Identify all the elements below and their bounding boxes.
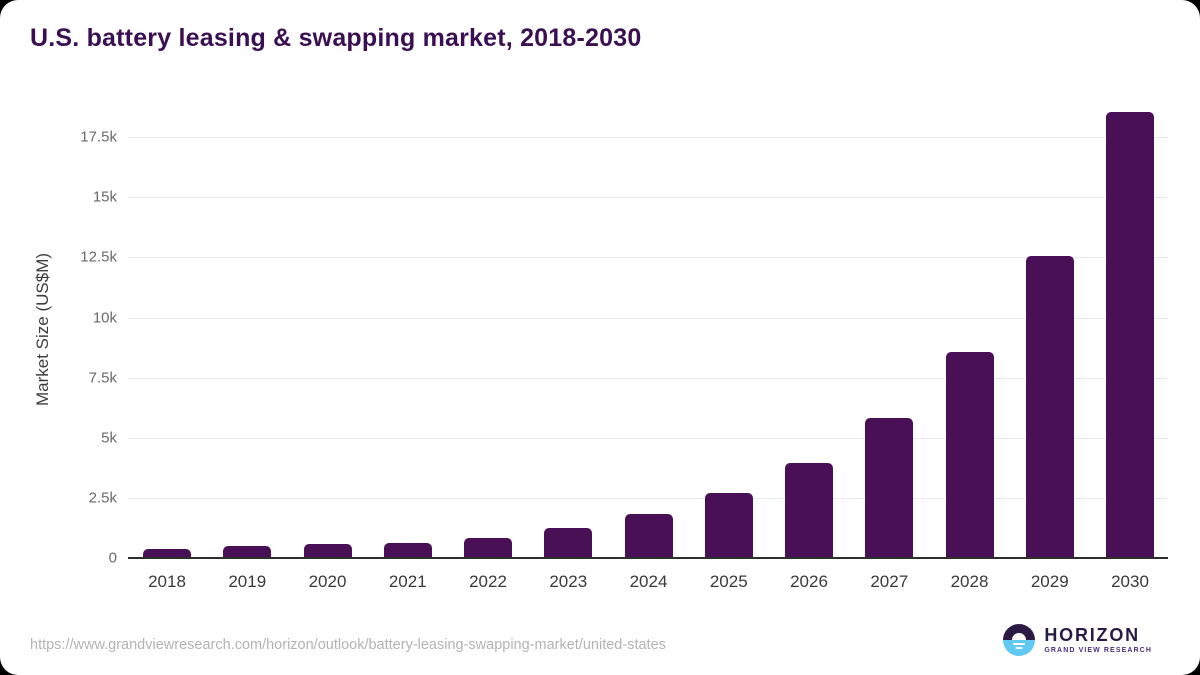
bar-2028 bbox=[945, 352, 994, 558]
horizon-logo: HORIZON GRAND VIEW RESEARCH bbox=[1003, 624, 1152, 656]
bar-2018 bbox=[143, 549, 191, 558]
bar-2026 bbox=[785, 462, 833, 558]
gridline-5k bbox=[128, 437, 1168, 439]
x-tick-label-2024: 2024 bbox=[629, 572, 668, 591]
logo-text: HORIZON GRAND VIEW RESEARCH bbox=[1044, 626, 1152, 654]
x-tick-label-2021: 2021 bbox=[388, 572, 427, 591]
horizon-reflection-line bbox=[1015, 646, 1023, 649]
bar-2025 bbox=[704, 493, 753, 558]
x-tick-label-2019: 2019 bbox=[228, 572, 267, 591]
y-axis-labels: 0 2.5k 5k 7.5k 10k 12.5k 15k 17.5k bbox=[0, 100, 117, 567]
logo-tagline: GRAND VIEW RESEARCH bbox=[1044, 647, 1152, 654]
y-tick-label-12.5k: 12.5k bbox=[80, 248, 117, 266]
y-tick-label-2.5k: 2.5k bbox=[88, 489, 117, 507]
bar-2029 bbox=[1025, 256, 1074, 558]
gridline-2.5k bbox=[128, 497, 1168, 499]
y-tick-label-0: 0 bbox=[108, 549, 117, 567]
x-tick-label-2018: 2018 bbox=[148, 572, 186, 591]
gridline-15k bbox=[128, 197, 1168, 199]
bar-2030 bbox=[1106, 111, 1154, 558]
x-tick-label-2023: 2023 bbox=[549, 572, 588, 591]
horizon-reflection-line bbox=[1013, 642, 1026, 645]
source-url: https://www.grandviewresearch.com/horizo… bbox=[30, 637, 666, 653]
chart-title: U.S. battery leasing & swapping market, … bbox=[30, 24, 642, 52]
bar-2027 bbox=[865, 417, 914, 558]
gridline-17.5k bbox=[128, 137, 1168, 139]
y-tick-label-10k: 10k bbox=[92, 309, 117, 327]
x-axis-labels: 2018 2019 2020 2021 2022 2023 2024 2025 2026 2027… bbox=[128, 572, 1168, 598]
x-tick-label-2020: 2020 bbox=[308, 572, 347, 591]
y-tick-label-17.5k: 17.5k bbox=[80, 128, 117, 146]
y-tick-label-15k: 15k bbox=[92, 188, 117, 206]
logo-brand: HORIZON bbox=[1044, 625, 1140, 645]
bar-2023 bbox=[544, 527, 593, 558]
plot-area bbox=[128, 100, 1168, 559]
gridline-12.5k bbox=[128, 257, 1168, 259]
bar-2022 bbox=[464, 537, 512, 558]
x-tick-label-2028: 2028 bbox=[950, 572, 989, 591]
x-tick-label-2030: 2030 bbox=[1111, 572, 1149, 591]
horizon-sun-circle-icon bbox=[1003, 624, 1036, 656]
bar-2021 bbox=[383, 543, 432, 558]
x-tick-label-2022: 2022 bbox=[469, 572, 507, 591]
gridline-7.5k bbox=[128, 377, 1168, 379]
y-tick-label-5k: 5k bbox=[101, 429, 117, 447]
x-tick-label-2029: 2029 bbox=[1030, 572, 1069, 591]
x-tick-label-2025: 2025 bbox=[709, 572, 748, 591]
sun-icon bbox=[1012, 633, 1027, 640]
y-tick-label-7.5k: 7.5k bbox=[88, 369, 117, 387]
x-tick-label-2027: 2027 bbox=[870, 572, 909, 591]
bar-2019 bbox=[223, 545, 272, 558]
x-tick-label-2026: 2026 bbox=[790, 572, 828, 591]
x-axis-line bbox=[128, 557, 1168, 559]
bar-2020 bbox=[303, 544, 352, 558]
gridline-10k bbox=[128, 317, 1168, 319]
bar-2024 bbox=[624, 514, 673, 558]
